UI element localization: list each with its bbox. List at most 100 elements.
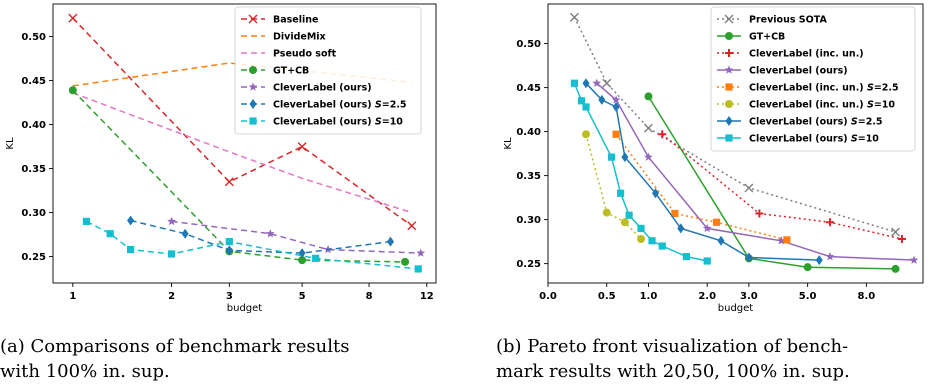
data-point (643, 123, 653, 133)
data-point (825, 218, 834, 227)
chart-a: 1 2 3 5 8 120.250.300.350.400.450.50budgetKLB… (5, 3, 437, 314)
legend-label: CleverLabel (inc. un.) S=2.5 (749, 83, 899, 94)
legend-marker (725, 134, 733, 142)
y-tick-label: 0.35 (516, 171, 541, 182)
y-tick-label: 0.30 (516, 215, 541, 226)
data-point (652, 188, 660, 199)
series-previous-sota (569, 12, 900, 237)
data-point (776, 236, 786, 245)
legend: Baseline DivideMix Pseudo soft GT+CB CleverL… (234, 6, 422, 135)
data-point (265, 229, 275, 238)
data-point (592, 78, 602, 87)
data-point (890, 227, 900, 237)
data-point (582, 103, 590, 111)
legend-marker (725, 49, 733, 57)
data-point (717, 235, 725, 246)
legend-marker (725, 116, 733, 126)
data-point (815, 255, 823, 266)
series-cleverlabel-ours-s-10 (570, 79, 711, 265)
data-point (677, 223, 685, 234)
legend-label: CleverLabel (ours) S=2.5 (273, 100, 407, 111)
data-point (658, 130, 667, 139)
legend-marker (249, 117, 257, 125)
data-point (625, 211, 633, 219)
data-point (611, 95, 621, 104)
legend-label: CleverLabel (ours) (749, 66, 848, 77)
x-tick-label: 8 (366, 291, 373, 302)
legend-label: DivideMix (273, 32, 326, 43)
y-tick-label: 0.45 (516, 83, 541, 94)
legend-label: CleverLabel (ours) S=10 (273, 117, 403, 128)
series-cleverlabel-inc-un-s-10 (582, 130, 646, 243)
series-line (647, 96, 896, 270)
caption-a-line-1: (a) Comparisons of benchmark results (0, 336, 350, 357)
data-point (312, 254, 320, 262)
data-point (598, 94, 606, 105)
data-point (803, 263, 812, 272)
series-cleverlabel-inc-un-s-2-5 (612, 130, 791, 244)
y-tick-label: 0.30 (21, 208, 46, 219)
data-point (68, 13, 78, 23)
data-point (612, 130, 620, 138)
legend-marker (248, 14, 258, 24)
legend-marker (249, 99, 257, 109)
legend-label: Baseline (273, 15, 318, 26)
x-axis-label: budget (227, 303, 263, 314)
data-point (407, 221, 417, 231)
data-point (577, 97, 586, 105)
data-point (682, 252, 691, 261)
x-tick-label: 1.0 (640, 291, 658, 302)
series-line (661, 133, 903, 240)
legend-marker (725, 32, 733, 40)
data-point (416, 248, 426, 257)
series-cleverlabel-ours-s-2-5 (127, 215, 394, 259)
legend-box (234, 6, 422, 135)
data-point (703, 257, 711, 265)
caption-b: (b) Pareto front visualization of bench-… (496, 334, 928, 384)
data-point (82, 217, 91, 225)
series-cleverlabel-ours-s-10 (82, 217, 422, 273)
data-point (602, 78, 612, 88)
y-tick-label: 0.45 (21, 76, 46, 87)
x-axis-label: budget (718, 303, 754, 314)
plot-frame (547, 3, 924, 284)
legend-label: CleverLabel (ours) (273, 83, 372, 94)
y-tick-label: 0.40 (516, 127, 541, 138)
caption-a-line-2: with 100% in. sup. (0, 361, 170, 382)
series-line (72, 89, 406, 263)
data-point (825, 252, 835, 261)
data-point (225, 238, 233, 246)
data-point (181, 228, 189, 239)
data-point (612, 101, 620, 112)
data-point (401, 257, 410, 266)
data-point (637, 224, 645, 233)
series-cleverlabel-inc-un- (658, 130, 906, 243)
data-point (744, 183, 754, 193)
legend-label: GT+CB (273, 66, 309, 77)
series-line (573, 82, 708, 262)
x-tick-label: 8.0 (858, 291, 876, 302)
series-line (72, 17, 413, 227)
legend-marker (724, 65, 734, 74)
x-tick-label: 2 (168, 291, 175, 302)
data-point (891, 264, 900, 273)
legend-box (710, 6, 916, 152)
y-axis-label: KL (5, 137, 16, 150)
x-tick-label: 0.5 (598, 291, 616, 302)
caption-b-line-2: mark results with 20,50, 100% in. sup. (496, 361, 850, 382)
series-line (72, 92, 413, 214)
y-tick-label: 0.40 (21, 120, 46, 131)
legend-label: GT+CB (749, 32, 785, 43)
data-point (644, 92, 653, 101)
x-tick-label: 12 (420, 291, 434, 302)
legend-marker (725, 100, 733, 108)
x-tick-label: 0.0 (539, 291, 557, 302)
data-point (755, 209, 764, 218)
data-point (648, 237, 656, 245)
plot-frame (52, 3, 437, 284)
data-point (68, 86, 77, 95)
data-point (671, 209, 679, 218)
chart-b: 0.0 0.5 1.0 2.0 3.0 5.0 8.0 0.25 0.30 0.35 0.40 0.4… (503, 3, 924, 314)
data-point (607, 153, 616, 161)
x-tick-label: 3 (226, 291, 233, 302)
